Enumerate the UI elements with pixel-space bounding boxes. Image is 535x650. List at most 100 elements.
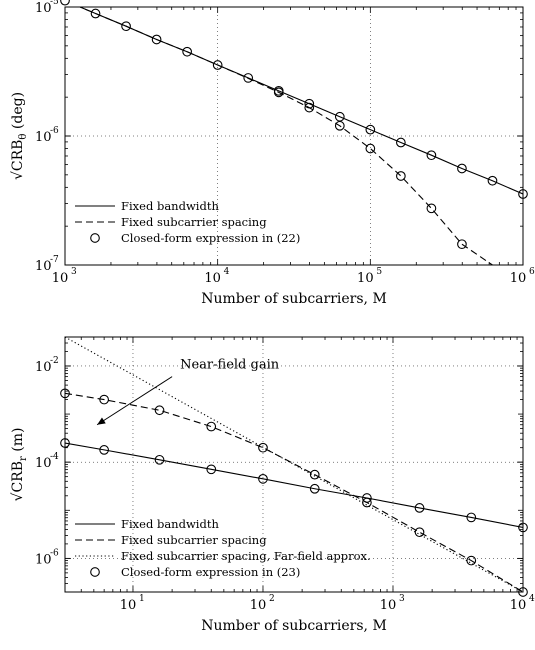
data-marker — [212, 60, 223, 70]
x-tick-exponent: 3 — [399, 594, 405, 604]
series-group — [78, 7, 523, 265]
x-tick-exponent: 4 — [224, 267, 230, 277]
x-tick-label: 10 — [380, 598, 397, 613]
plot-area-frame — [64, 6, 524, 266]
data-marker — [258, 442, 268, 453]
x-tick-label: 10 — [357, 271, 374, 286]
series-line-dashed — [78, 7, 493, 265]
data-marker — [518, 189, 528, 199]
y-tick-label: 10 — [35, 130, 52, 145]
data-marker — [396, 171, 406, 181]
series-line-solid — [78, 7, 523, 195]
x-tick-label: 10 — [250, 598, 267, 613]
data-marker — [414, 503, 425, 513]
data-marker — [426, 203, 437, 214]
y-axis-title-subscript: r — [18, 456, 29, 461]
annotation-arrow-head — [97, 417, 106, 425]
x-tick-exponent: 3 — [71, 267, 77, 277]
data-marker — [487, 175, 498, 186]
x-axis-title: Number of subcarriers, M — [201, 291, 387, 307]
x-tick-label: 10 — [120, 598, 137, 613]
x-tick-exponent: 4 — [529, 594, 535, 604]
legend-label: Fixed subcarrier spacing, Far-field appr… — [121, 549, 371, 563]
x-axis-title: Number of subcarriers, M — [201, 618, 387, 634]
series-line-solid — [65, 442, 523, 528]
data-marker — [60, 0, 70, 6]
y-axis-title: √CRBr (m) — [10, 428, 29, 502]
legend-marker-symbol — [90, 233, 100, 243]
legend-label: Fixed bandwidth — [121, 199, 219, 213]
data-marker — [426, 150, 437, 161]
series-line-dotted — [65, 337, 523, 592]
legend-label: Fixed bandwidth — [121, 517, 219, 531]
x-tick-exponent: 6 — [529, 267, 535, 277]
data-marker — [99, 445, 109, 455]
data-marker — [457, 239, 467, 250]
y-tick-label: 10 — [35, 360, 52, 375]
legend-label: Fixed subcarrier spacing — [121, 533, 267, 547]
data-marker — [457, 163, 467, 174]
data-marker — [304, 98, 315, 109]
data-marker — [414, 527, 425, 538]
y-axis-title-unit: (deg) — [10, 92, 26, 134]
data-marker — [466, 555, 477, 566]
y-axis-title-main: √CRB — [10, 461, 26, 501]
plot-area-frame — [64, 336, 524, 593]
annotation-arrow-shaft — [96, 376, 173, 426]
data-marker — [121, 21, 131, 32]
data-marker — [151, 34, 162, 45]
legend: Fixed bandwidth Fixed subcarrier spacing C… — [75, 199, 300, 245]
x-tick-exponent: 2 — [269, 594, 275, 604]
y-tick-exponent: -6 — [50, 548, 59, 558]
x-tick-exponent: 1 — [139, 594, 145, 604]
y-tick-exponent: -6 — [50, 126, 59, 136]
data-marker — [273, 87, 284, 98]
data-marker — [365, 143, 376, 154]
data-marker — [466, 512, 477, 523]
x-tick-label: 10 — [204, 271, 221, 286]
data-marker — [362, 497, 372, 508]
data-marker — [60, 388, 70, 399]
y-tick-exponent: -7 — [50, 255, 59, 265]
y-tick-label: 10 — [35, 552, 52, 567]
data-marker — [518, 522, 528, 533]
data-marker — [258, 474, 268, 484]
legend-label: Closed-form expression in (23) — [121, 565, 300, 579]
data-marker — [206, 421, 217, 432]
legend-label: Fixed subcarrier spacing — [121, 215, 267, 229]
data-marker — [60, 438, 70, 448]
data-marker — [365, 124, 376, 135]
data-marker — [206, 464, 217, 475]
data-marker — [154, 454, 165, 465]
data-marker — [182, 46, 192, 57]
x-tick-label: 10 — [510, 271, 527, 286]
y-axis-title-unit: (m) — [10, 428, 26, 457]
data-marker — [99, 394, 109, 405]
y-tick-exponent: -5 — [50, 0, 59, 7]
y-tick-label: 10 — [35, 456, 52, 471]
y-tick-label: 10 — [35, 259, 52, 274]
y-axis-title-main: √CRB — [10, 140, 26, 180]
data-marker — [243, 73, 254, 83]
x-tick-label: 10 — [52, 271, 69, 286]
x-tick-exponent: 5 — [376, 267, 382, 277]
data-marker — [518, 587, 528, 597]
data-marker — [362, 493, 372, 503]
y-axis-title-subscript: θ — [18, 134, 29, 140]
data-marker — [309, 469, 320, 480]
y-axis-title: √CRBθ (deg) — [10, 92, 29, 180]
series-group — [65, 337, 523, 592]
data-marker — [396, 137, 406, 148]
legend-marker-symbol — [90, 567, 100, 577]
data-marker — [304, 102, 315, 113]
data-marker — [90, 8, 101, 19]
data-marker — [154, 405, 165, 416]
y-tick-exponent: -4 — [50, 452, 59, 462]
legend: Fixed bandwidth Fixed subcarrier spacing F… — [75, 517, 371, 579]
data-marker — [334, 120, 345, 131]
data-marker — [309, 483, 320, 494]
y-tick-exponent: -2 — [50, 356, 59, 366]
